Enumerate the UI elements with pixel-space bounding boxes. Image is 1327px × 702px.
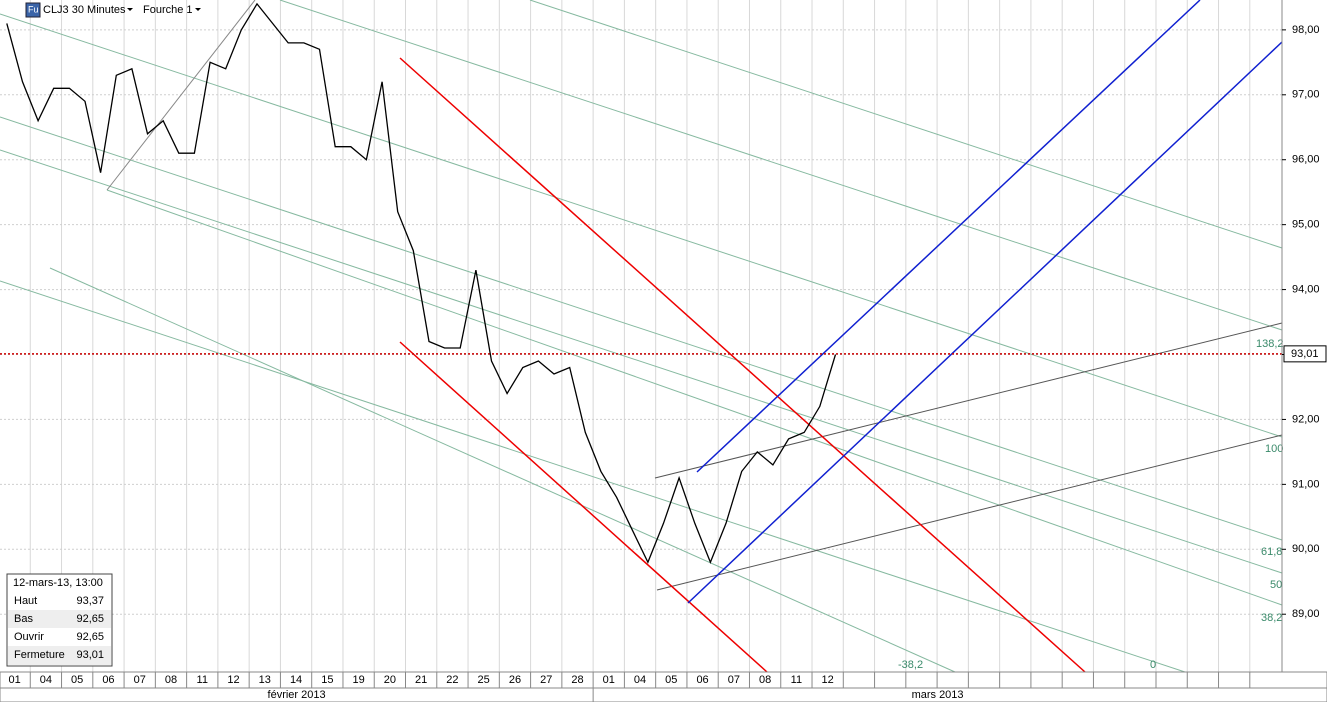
- x-tick-label: 13: [259, 674, 271, 686]
- fib-label: 50: [1270, 579, 1282, 591]
- x-tick-label: 05: [665, 674, 677, 686]
- fib-line: [279, 0, 1283, 331]
- fib-label: 100: [1265, 443, 1283, 455]
- y-tick-label: 96,00: [1292, 154, 1320, 166]
- x-tick-label: 07: [728, 674, 740, 686]
- dropdown-arrow[interactable]: [127, 8, 133, 11]
- info-row-bg: [8, 610, 111, 628]
- x-tick-label: 20: [384, 674, 396, 686]
- info-value: 93,01: [76, 649, 104, 661]
- fib-label: 38,2: [1261, 612, 1282, 624]
- fib-line: [106, 189, 1283, 606]
- symbol[interactable]: CLJ3 30 Minutes: [43, 4, 126, 16]
- info-value: 92,65: [76, 613, 104, 625]
- pitchfork: [0, 0, 1283, 673]
- last-price-label: 93,01: [1291, 348, 1319, 360]
- y-tick-label: 97,00: [1292, 89, 1320, 101]
- month-label: février 2013: [268, 689, 326, 701]
- info-rows: Haut 93,37 Bas 92,65 Ouvrir 92,65 Fermeture 93,…: [14, 595, 104, 661]
- fib-line: [0, 280, 1186, 673]
- info-key: Haut: [14, 595, 37, 607]
- x-tick-label: 01: [603, 674, 615, 686]
- info-key: Fermeture: [14, 649, 65, 661]
- x-tick-label: 05: [71, 674, 83, 686]
- y-tick-label: 90,00: [1292, 543, 1320, 555]
- fib-line: [0, 13, 1283, 438]
- x-tick-label: 11: [197, 674, 208, 686]
- info-value: 93,37: [76, 595, 104, 607]
- x-tick-label: 08: [759, 674, 771, 686]
- fib-line: [0, 149, 1283, 574]
- date-axis: [0, 671, 1327, 702]
- info-box: 12-mars-13, 13:00 Haut 93,37 Bas 92,65 Ouvri…: [6, 573, 113, 667]
- handle-line: [106, 0, 256, 191]
- red-line: [399, 341, 768, 673]
- trend-line: [654, 322, 1283, 479]
- x-tick-label: 28: [571, 674, 583, 686]
- info-value: 92,65: [76, 631, 104, 643]
- y-tick-label: 91,00: [1292, 478, 1320, 490]
- fib-label: 138,2: [1256, 338, 1284, 350]
- fib-line: [0, 116, 1283, 541]
- info-key: Ouvrir: [14, 631, 44, 643]
- x-tick-label: 11: [791, 674, 802, 686]
- fib-line: [49, 267, 956, 673]
- fib-label: 0: [1150, 659, 1156, 671]
- dropdown-arrow[interactable]: [195, 8, 201, 11]
- x-tick-label: 19: [352, 674, 364, 686]
- y-tick-label: 92,00: [1292, 413, 1320, 425]
- x-tick-label: 04: [40, 674, 52, 686]
- x-tick-label: 07: [134, 674, 146, 686]
- icon-label[interactable]: Fu: [28, 4, 39, 14]
- x-tick-label: 25: [478, 674, 490, 686]
- y-tick-label: 98,00: [1292, 24, 1320, 36]
- info-row-bg: [8, 646, 111, 665]
- x-tick-label: 27: [540, 674, 552, 686]
- x-tick-label: 26: [509, 674, 521, 686]
- x-tick-label: 04: [634, 674, 646, 686]
- month-label: mars 2013: [912, 689, 964, 701]
- fib-label: -38,2: [898, 659, 923, 671]
- icon[interactable]: [25, 2, 41, 18]
- y-tick-label: 94,00: [1292, 283, 1320, 295]
- x-tick-label: 21: [415, 674, 427, 686]
- x-tick-label: 06: [102, 674, 114, 686]
- price-line: [6, 2, 837, 565]
- red-line: [399, 57, 1086, 673]
- x-tick-label: 12: [822, 674, 834, 686]
- y-tick-label: 89,00: [1292, 608, 1320, 620]
- info-key: Bas: [14, 613, 33, 625]
- x-tick-label: 14: [290, 674, 302, 686]
- blue-line: [696, 0, 1201, 473]
- info-date: 12-mars-13, 13:00: [13, 577, 103, 589]
- plot: [0, 2, 1282, 565]
- last-price-box: [1283, 345, 1327, 363]
- fib-label: 61,8: [1261, 546, 1282, 558]
- study[interactable]: Fourche 1: [143, 4, 193, 16]
- x-tick-label: 12: [227, 674, 239, 686]
- trend-line: [656, 434, 1283, 591]
- x-tick-label: 06: [696, 674, 708, 686]
- x-tick-label: 22: [446, 674, 458, 686]
- x-tick-label: 01: [9, 674, 21, 686]
- blue-line: [687, 41, 1283, 604]
- x-tick-label: 15: [321, 674, 333, 686]
- fib-line: [529, 0, 1283, 249]
- axes: 89,0090,0091,0092,0093,0094,0095,0096,00…: [9, 24, 1327, 702]
- x-tick-label: 08: [165, 674, 177, 686]
- y-tick-label: 95,00: [1292, 219, 1320, 231]
